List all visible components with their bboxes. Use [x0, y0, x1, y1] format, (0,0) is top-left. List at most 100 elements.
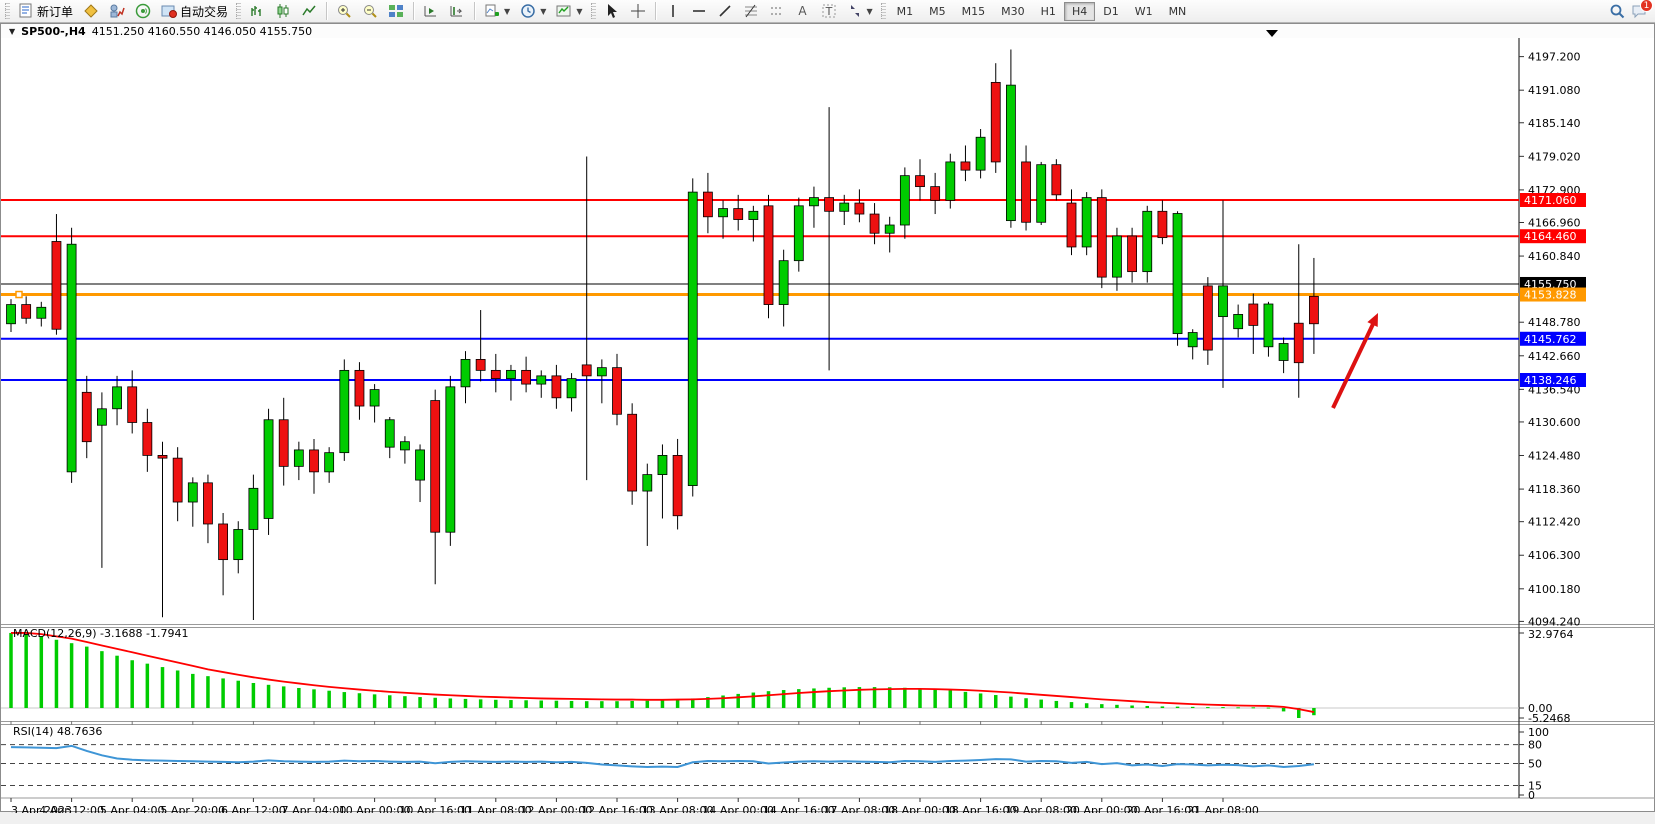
chart-shift-marker: [1266, 30, 1278, 37]
zoom-in-icon: [336, 3, 352, 19]
svg-text:4145.762: 4145.762: [1524, 333, 1577, 346]
add-indicator-icon: [484, 3, 500, 19]
svg-text:50: 50: [1528, 758, 1542, 771]
svg-text:4124.480: 4124.480: [1528, 450, 1581, 463]
signals-icon: [135, 3, 151, 19]
svg-text:4191.080: 4191.080: [1528, 84, 1581, 97]
cursor-icon: [604, 3, 620, 19]
svg-text:4164.460: 4164.460: [1524, 230, 1577, 243]
svg-text:10 Apr 00:00: 10 Apr 00:00: [339, 804, 411, 813]
toolbar-grip[interactable]: [5, 3, 10, 19]
market-watch-button[interactable]: [78, 1, 104, 21]
signals-button[interactable]: [130, 1, 156, 21]
candlestick-button[interactable]: [270, 1, 296, 21]
channels-button[interactable]: [764, 1, 790, 21]
cursor-button[interactable]: [599, 1, 625, 21]
timeframe-button-m30[interactable]: M30: [1001, 4, 1025, 18]
new-order-button[interactable]: 新订单: [13, 1, 78, 21]
text-button[interactable]: A: [790, 1, 816, 21]
svg-text:10 Apr 16:00: 10 Apr 16:00: [399, 804, 471, 813]
svg-text:4118.360: 4118.360: [1528, 483, 1581, 496]
zoom-out-button[interactable]: [357, 1, 383, 21]
macd-axis: 32.9764 0.00-5.2468: [1519, 628, 1574, 725]
notifications-icon[interactable]: 1: [1631, 0, 1653, 19]
chevron-down-icon: ▼: [504, 6, 511, 16]
svg-text:15: 15: [1528, 780, 1542, 793]
chart-window[interactable]: ▼ SP500-,H4 4151.250 4160.550 4146.050 4…: [0, 23, 1655, 813]
navigator-icon: [109, 3, 125, 19]
trendline-icon: [717, 3, 733, 19]
timeframe-button-h4[interactable]: H4: [1063, 1, 1096, 21]
autotrading-button[interactable]: 自动交易: [156, 1, 233, 21]
arrows-button[interactable]: ▼: [842, 1, 878, 21]
chart-title-row: ▼ SP500-,H4 4151.250 4160.550 4146.050 4…: [1, 24, 1654, 38]
search-icon[interactable]: [1609, 3, 1625, 19]
label-button[interactable]: T: [816, 1, 842, 21]
candlestick-series[interactable]: [6, 49, 1319, 620]
new-order-label: 新订单: [37, 4, 74, 19]
fibonacci-icon: [743, 3, 759, 19]
horizontal-line-icon: [691, 3, 707, 19]
arrow-annotation[interactable]: [1331, 313, 1378, 409]
timeframe-button-mn[interactable]: MN: [1168, 4, 1187, 18]
svg-text:20 Apr 16:00: 20 Apr 16:00: [1127, 804, 1199, 813]
svg-text:14 Apr 00:00: 14 Apr 00:00: [702, 804, 774, 813]
svg-text:4100.180: 4100.180: [1528, 583, 1581, 596]
bar-chart-button[interactable]: [244, 1, 270, 21]
trendline-button[interactable]: [712, 1, 738, 21]
svg-text:0.00: 0.00: [1528, 702, 1553, 715]
macd-histogram: [9, 632, 1316, 718]
vertical-line-icon: [665, 3, 681, 19]
svg-text:4 Apr 12:00: 4 Apr 12:00: [39, 804, 104, 813]
toolbar-grip[interactable]: [236, 3, 242, 19]
periods-button[interactable]: ▼: [515, 1, 551, 21]
svg-text:4094.240: 4094.240: [1528, 615, 1581, 628]
toolbar-grip[interactable]: [590, 3, 596, 19]
templates-button[interactable]: ▼: [551, 1, 587, 21]
svg-text:4153.828: 4153.828: [1524, 289, 1577, 302]
timeframe-button-d1[interactable]: D1: [1103, 4, 1119, 18]
one-click-trading-toggle[interactable]: ▼: [9, 26, 16, 36]
market-watch-icon: [83, 3, 99, 19]
fibonacci-button[interactable]: [738, 1, 764, 21]
tile-windows-button[interactable]: [383, 1, 409, 21]
arrows-icon: [847, 3, 863, 19]
navigator-button[interactable]: [104, 1, 130, 21]
horizontal-line-button[interactable]: [686, 1, 712, 21]
svg-text:14 Apr 16:00: 14 Apr 16:00: [763, 804, 835, 813]
svg-text:21 Apr 08:00: 21 Apr 08:00: [1187, 804, 1259, 813]
chart-shift-button[interactable]: [444, 1, 470, 21]
zoom-in-button[interactable]: [331, 1, 357, 21]
svg-text:7 Apr 04:00: 7 Apr 04:00: [282, 804, 347, 813]
timeframe-toolbar: M1 M5 M15 M30 H1 H4 D1 W1 MN: [889, 1, 1195, 21]
crosshair-icon: [630, 3, 646, 19]
line-chart-icon: [301, 3, 317, 19]
chevron-down-icon: ▼: [540, 6, 547, 16]
macd-signal-line: [11, 632, 1315, 713]
line-chart-button[interactable]: [296, 1, 322, 21]
new-order-icon: [18, 3, 34, 19]
svg-text:19 Apr 08:00: 19 Apr 08:00: [1005, 804, 1077, 813]
svg-text:4197.200: 4197.200: [1528, 51, 1581, 64]
timeframe-button-m5[interactable]: M5: [929, 4, 946, 18]
chart-ohlc-readout: 4151.250 4160.550 4146.050 4155.750: [91, 24, 313, 38]
auto-scroll-button[interactable]: [418, 1, 444, 21]
add-indicator-button[interactable]: ▼: [479, 1, 515, 21]
toolbar-grip[interactable]: [880, 3, 886, 19]
crosshair-button[interactable]: [625, 1, 651, 21]
timeframe-button-m1[interactable]: M1: [896, 4, 914, 18]
svg-text:17 Apr 08:00: 17 Apr 08:00: [824, 804, 896, 813]
timeframe-button-w1[interactable]: W1: [1134, 4, 1153, 18]
timeframe-button-m15[interactable]: M15: [961, 4, 986, 18]
svg-text:-5.2468: -5.2468: [1528, 712, 1570, 725]
vertical-line-button[interactable]: [660, 1, 686, 21]
svg-text:20 Apr 00:00: 20 Apr 00:00: [1066, 804, 1138, 813]
channels-icon: [769, 3, 785, 19]
rsi-line[interactable]: [10, 744, 1315, 768]
macd-label: MACD(12,26,9) -3.1688 -1.7941: [13, 627, 188, 640]
periods-icon: [520, 3, 536, 19]
rsi-label: RSI(14) 48.7636: [13, 725, 102, 738]
chart-canvas[interactable]: 4197.2004191.0804185.1404179.0204172.900…: [1, 24, 1655, 813]
timeframe-button-h1[interactable]: H1: [1040, 4, 1056, 18]
